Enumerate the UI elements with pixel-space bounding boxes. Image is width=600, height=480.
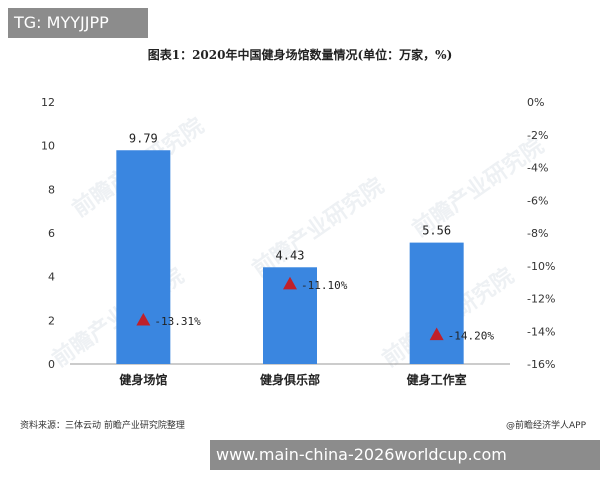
y-right-tick-label: -10% (527, 260, 555, 273)
y-left-tick-label: 12 (41, 96, 55, 109)
triangle-marker (429, 327, 444, 341)
y-right-tick-label: -4% (527, 162, 548, 175)
marker-value-label: -11.10% (301, 279, 348, 292)
y-left-tick-label: 10 (41, 140, 55, 153)
bar (116, 150, 171, 364)
y-right-tick-label: -12% (527, 293, 555, 306)
x-tick-label: 健身工作室 (407, 372, 467, 387)
source-note: 资料来源：三体云动 前瞻产业研究院整理 (20, 421, 185, 431)
y-right-tick-label: 0% (527, 96, 544, 109)
y-right-tick-label: -6% (527, 194, 548, 207)
bar-value-label: 5.56 (422, 224, 451, 238)
brand-note: @前瞻经济学人APP (505, 421, 586, 431)
y-right-tick-label: -16% (527, 358, 555, 371)
chart-title: 图表1：2020年中国健身场馆数量情况(单位：万家，%) (147, 48, 453, 62)
y-left-tick-label: 6 (48, 227, 55, 240)
marker-value-label: -14.20% (448, 330, 495, 343)
y-right-tick-label: -2% (527, 129, 548, 142)
x-tick-label: 健身俱乐部 (260, 372, 320, 387)
url-overlay: www.main-china-2026worldcup.com (210, 440, 600, 470)
y-right-tick-label: -14% (527, 325, 555, 338)
y-right-tick-label: -8% (527, 227, 548, 240)
bar (409, 242, 464, 364)
y-left-tick-label: 0 (48, 358, 55, 371)
triangle-marker (283, 276, 297, 290)
bar-value-label: 9.79 (129, 131, 158, 145)
y-left-tick-label: 4 (48, 271, 55, 284)
marker-value-label: -13.31% (154, 315, 201, 328)
triangle-marker (136, 312, 151, 326)
bar-value-label: 4.43 (276, 248, 305, 262)
y-left-tick-label: 2 (48, 314, 55, 327)
y-left-tick-label: 8 (48, 183, 55, 196)
overlay-tag: TG: MYYJJPP (8, 8, 148, 38)
x-tick-label: 健身场馆 (119, 372, 167, 387)
